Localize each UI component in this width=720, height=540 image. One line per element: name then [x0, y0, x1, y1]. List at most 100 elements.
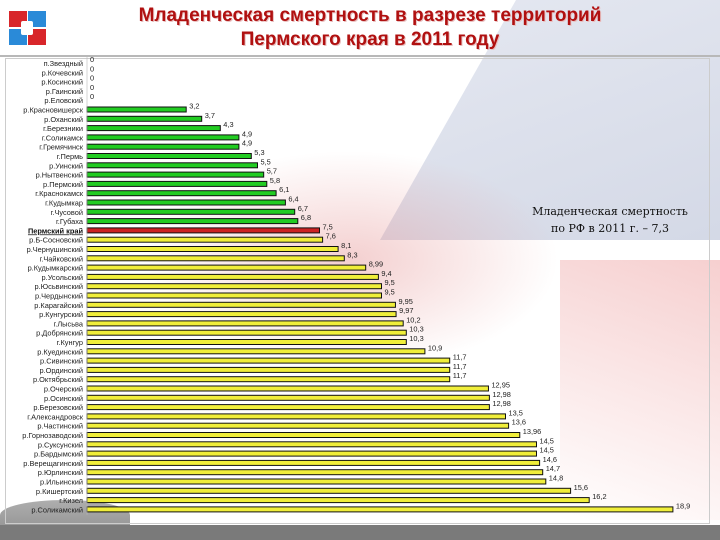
- value-label: 0: [90, 64, 94, 73]
- chart-frame: [5, 58, 710, 524]
- value-label: 11,7: [453, 362, 467, 371]
- bar: [86, 366, 451, 373]
- value-label: 5,3: [254, 148, 264, 157]
- category-label: р.Оханский: [44, 115, 83, 124]
- category-label: г.Кудымкар: [45, 199, 83, 208]
- bar: [86, 487, 572, 494]
- bar: [86, 469, 544, 476]
- note-line-2: по РФ в 2011 г. – 7,3: [551, 222, 669, 235]
- category-label: р.Юсьвинский: [35, 282, 84, 291]
- value-label: 9,5: [385, 288, 395, 297]
- bar: [86, 153, 252, 159]
- value-label: 14,5: [540, 446, 554, 455]
- category-label: р.Горнозаводский: [22, 431, 83, 440]
- value-label: 13,5: [509, 408, 523, 417]
- value-label: 8,3: [347, 250, 357, 259]
- category-label: р.Чернушинский: [27, 245, 83, 254]
- value-label: 13,6: [512, 418, 526, 427]
- bar: [86, 497, 590, 504]
- value-label: 7,6: [326, 232, 336, 241]
- category-label: р.Б-Сосновский: [29, 236, 83, 245]
- value-label: 3,2: [189, 102, 199, 111]
- value-label: 10,3: [409, 334, 423, 343]
- bar: [86, 385, 489, 392]
- value-label: 12,98: [492, 390, 511, 399]
- category-label: р.Добрянский: [36, 329, 83, 338]
- header-divider: [0, 55, 720, 57]
- value-label: 4,9: [242, 139, 252, 148]
- value-label: 10,9: [428, 343, 442, 352]
- value-label: 0: [90, 83, 94, 92]
- value-label: 6,1: [279, 185, 289, 194]
- category-label: р.Соликамский: [31, 505, 83, 514]
- value-label: 9,95: [398, 297, 412, 306]
- bar: [86, 264, 367, 271]
- perm-krai-flag-logo: [9, 11, 46, 45]
- category-label: г.Пермь: [57, 152, 83, 161]
- category-label: г.Кунгур: [57, 338, 83, 347]
- note-line-1: Младенческая смертность: [532, 205, 688, 218]
- bar: [86, 143, 240, 150]
- value-label: 14,6: [543, 455, 557, 464]
- category-label: г.Чайковский: [40, 254, 83, 263]
- bar: [86, 180, 268, 187]
- bar: [86, 357, 451, 364]
- bar: [86, 273, 379, 280]
- page-title: Младенческая смертность в разрезе террит…: [100, 4, 640, 52]
- category-label: р.Усольский: [42, 273, 83, 282]
- bar: [86, 506, 674, 513]
- bar: [86, 227, 320, 234]
- category-label: р.Красновишерск: [23, 106, 83, 115]
- category-label: г.Березники: [43, 124, 83, 133]
- bar: [86, 246, 339, 252]
- value-label: 18,9: [676, 501, 690, 510]
- bar: [86, 106, 187, 113]
- category-label: р.Березовский: [33, 403, 83, 412]
- value-label: 16,2: [592, 492, 606, 501]
- bar: [86, 115, 203, 122]
- value-label: 15,6: [574, 483, 588, 492]
- bar: [86, 376, 451, 383]
- category-label: р.Кишертский: [36, 487, 83, 496]
- bar: [86, 339, 407, 345]
- category-label: р.Кудымкарский: [28, 264, 83, 273]
- bar: [86, 171, 265, 178]
- category-label: р.Еловский: [44, 96, 83, 105]
- bar: [86, 218, 299, 225]
- category-label: р.Осинский: [44, 394, 83, 403]
- bar: [86, 432, 521, 438]
- bar: [86, 450, 537, 457]
- category-label: р.Ординский: [39, 366, 83, 375]
- value-label: 0: [90, 92, 94, 101]
- bar: [86, 394, 490, 401]
- value-label: 3,7: [205, 111, 215, 120]
- bar: [86, 459, 541, 466]
- category-label: р.Октябрьский: [33, 375, 83, 384]
- header: Младенческая смертность в разрезе террит…: [0, 0, 720, 55]
- bar: [86, 320, 404, 327]
- category-label: р.Бардымский: [34, 450, 83, 459]
- value-label: 12,98: [492, 399, 511, 408]
- bar: [86, 301, 396, 308]
- value-label: 14,8: [549, 474, 563, 483]
- value-label: 8,99: [369, 260, 383, 269]
- category-label: Пермский край: [28, 226, 83, 235]
- category-label: г.Гремячинск: [39, 143, 83, 152]
- value-label: 8,1: [341, 241, 351, 250]
- value-label: 14,5: [540, 436, 554, 445]
- category-label: р.Кочевский: [42, 68, 83, 77]
- value-label: 0: [90, 55, 94, 64]
- category-label: г.Кизел: [59, 496, 83, 505]
- category-label: р.Нытвенский: [36, 171, 83, 180]
- bar: [86, 125, 221, 132]
- value-label: 12,95: [491, 381, 510, 390]
- category-label: р.Ильинский: [40, 478, 83, 487]
- value-label: 6,4: [288, 195, 298, 204]
- category-label: р.Гаинский: [46, 87, 83, 96]
- category-label: р.Верещагинский: [23, 459, 83, 468]
- bar: [86, 404, 490, 411]
- category-label: г.Губаха: [56, 217, 84, 226]
- value-label: 0: [90, 74, 94, 83]
- value-label: 4,9: [242, 129, 252, 138]
